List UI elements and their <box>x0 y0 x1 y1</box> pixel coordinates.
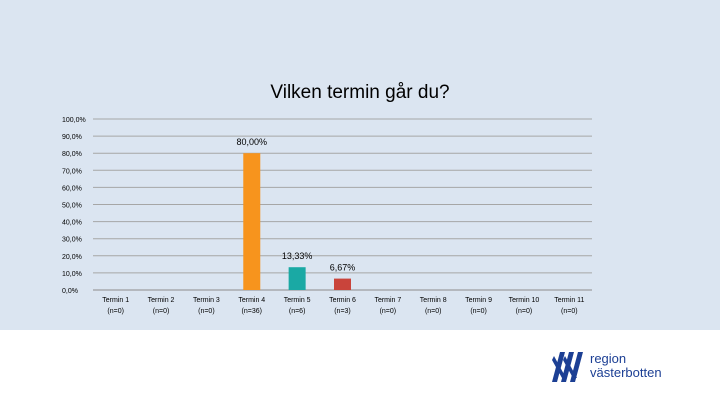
chart-title: Vilken termin går du? <box>270 82 450 103</box>
data-label: 80,00% <box>237 137 268 147</box>
x-tick-label: Termin 9 <box>465 297 492 304</box>
bar-termin-4 <box>243 153 261 290</box>
y-tick-label: 30,0% <box>62 237 82 244</box>
x-tick-label: Termin 4 <box>238 297 265 304</box>
y-tick-label: 70,0% <box>62 168 82 175</box>
labels-layer: 0,0% 10,0% 20,0% 30,0% 40,0% 50,0% 60,0% 70,0% 8… <box>62 117 585 315</box>
bar-termin-5 <box>288 267 306 290</box>
x-tick-count-label: (n=0) <box>198 308 215 315</box>
logo-line-2: västerbotten <box>590 365 662 380</box>
y-tick-label: 60,0% <box>62 185 82 192</box>
y-tick-label: 100,0% <box>62 117 86 124</box>
x-tick-count-label: (n=0) <box>153 308 170 315</box>
x-tick-label: Termin 5 <box>284 297 311 304</box>
y-tick-label: 20,0% <box>62 254 82 261</box>
x-tick-count-label: (n=0) <box>380 308 397 315</box>
logo-line-1: region <box>590 351 627 366</box>
region-vasterbotten-logo: region västerbotten <box>552 352 702 386</box>
bars-layer <box>243 153 351 290</box>
x-tick-label: Termin 8 <box>420 297 447 304</box>
y-tick-label: 90,0% <box>62 134 82 141</box>
data-label: 6,67% <box>330 263 356 273</box>
x-tick-label: Termin 10 <box>509 297 540 304</box>
y-tick-label: 0,0% <box>62 288 78 295</box>
bar-termin-6 <box>334 278 351 290</box>
y-tick-label: 40,0% <box>62 220 82 227</box>
y-tick-label: 10,0% <box>62 271 82 278</box>
logo-mark-icon <box>552 352 583 382</box>
x-tick-count-label: (n=0) <box>561 308 578 315</box>
x-tick-count-label: (n=0) <box>516 308 533 315</box>
x-tick-count-label: (n=0) <box>470 308 487 315</box>
x-tick-label: Termin 1 <box>102 297 129 304</box>
x-tick-count-label: (n=3) <box>334 308 351 315</box>
y-tick-label: 50,0% <box>62 203 82 210</box>
x-tick-label: Termin 11 <box>554 297 584 304</box>
bar-chart: 0,0% 10,0% 20,0% 30,0% 40,0% 50,0% 60,0% 70,0% 8… <box>62 117 592 315</box>
x-tick-label: Termin 7 <box>374 297 401 304</box>
x-tick-count-label: (n=6) <box>289 308 306 315</box>
y-tick-label: 80,0% <box>62 151 82 158</box>
x-tick-label: Termin 6 <box>329 297 356 304</box>
x-tick-count-label: (n=0) <box>425 308 442 315</box>
x-tick-count-label: (n=0) <box>107 308 124 315</box>
x-tick-label: Termin 3 <box>193 297 220 304</box>
data-label: 13,33% <box>282 251 313 261</box>
x-tick-label: Termin 2 <box>148 297 175 304</box>
x-tick-count-label: (n=36) <box>242 308 262 315</box>
slide-background <box>0 0 720 330</box>
logo-text: region västerbotten <box>590 352 662 380</box>
